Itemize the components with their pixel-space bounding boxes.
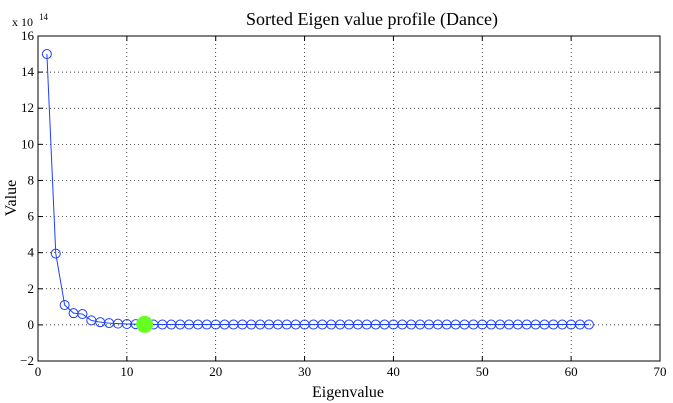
highlighted-point	[136, 315, 154, 333]
x-tick-label: 40	[387, 364, 400, 379]
y-tick-label: 4	[28, 245, 35, 260]
x-tick-label: 70	[654, 364, 667, 379]
grid-lines	[38, 36, 660, 361]
data-point	[59, 300, 70, 311]
plot-frame	[37, 35, 661, 362]
data-point	[77, 309, 88, 320]
x-tick-label: 20	[209, 364, 222, 379]
y-tick-label: 2	[28, 281, 35, 296]
x-tick-label: 10	[120, 364, 133, 379]
y-tick-label: 14	[21, 64, 35, 79]
data-point	[50, 248, 61, 259]
x-tick-label: 50	[476, 364, 489, 379]
y-tick-label: 12	[21, 100, 34, 115]
y-axis-label: Value	[3, 180, 20, 216]
y-tick-label: 0	[28, 317, 35, 332]
y-tick-label: −2	[20, 353, 34, 368]
series-polyline	[46, 54, 589, 326]
x-tick-label: 60	[565, 364, 578, 379]
series-line	[46, 54, 589, 326]
y-multiplier-exponent: 14	[39, 12, 49, 22]
y-tick-label: 8	[28, 172, 35, 187]
x-tick-label: 0	[35, 364, 42, 379]
y-axis-multiplier: x 10 14	[12, 12, 49, 30]
data-points	[41, 49, 594, 333]
y-tick-label: 10	[21, 136, 34, 151]
data-point	[583, 319, 594, 330]
y-multiplier-base: x 10	[12, 15, 33, 29]
x-axis-label: Eigenvalue	[312, 384, 384, 401]
data-point	[41, 49, 52, 60]
x-tick-label: 30	[298, 364, 311, 379]
chart-title: Sorted Eigen value profile (Dance)	[246, 9, 498, 30]
y-tick-label: 16	[21, 28, 35, 43]
y-tick-label: 6	[28, 209, 35, 224]
